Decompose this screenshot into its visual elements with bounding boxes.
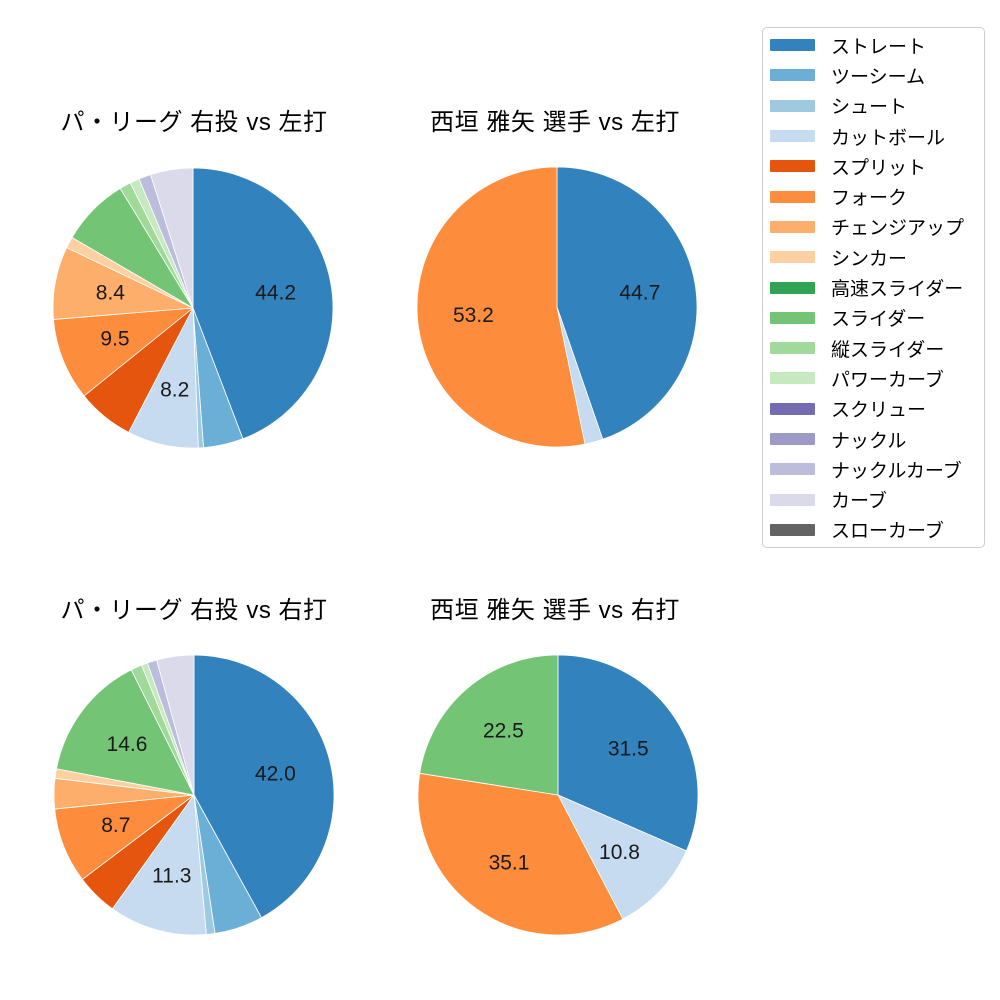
pie-slice-カーブ <box>156 654 195 796</box>
legend-swatch <box>770 160 815 173</box>
legend-row: カーブ <box>770 484 984 514</box>
chart-title-pa-league-vs-left: パ・リーグ 右投 vs 左打 <box>60 109 328 136</box>
legend-row: スローカーブ <box>770 515 984 545</box>
legend-item-label: ナックル <box>831 430 907 452</box>
legend-item-label: フォーク <box>831 188 908 210</box>
legend-row: ツーシーム <box>770 60 984 90</box>
pie-pct-label: 31.5 <box>608 737 649 760</box>
legend-swatch <box>770 39 815 52</box>
legend-item-label: ストレート <box>831 36 927 58</box>
pie-slice-スライダー <box>419 654 559 796</box>
legend-row: スクリュー <box>770 394 984 424</box>
pie-pct-label: 8.7 <box>101 814 130 837</box>
pie-chart-nishigaki-vs-right: 31.5 10.8 35.1 22.5 <box>417 654 699 936</box>
chart-title-nishigaki-vs-right: 西垣 雅矢 選手 vs 右打 <box>430 597 680 624</box>
legend-item-label: チェンジアップ <box>831 218 965 240</box>
pie-slice-ストレート <box>557 654 699 852</box>
legend: ストレートツーシームシュートカットボール スプリットフォークチェンジアップ シンカー… <box>762 27 985 548</box>
pie-slice-スライダー <box>56 669 195 796</box>
legend-swatch <box>770 402 815 415</box>
legend-swatch <box>770 311 815 324</box>
pie-pct-label: 14.6 <box>107 733 148 756</box>
pie-pct-label: 22.5 <box>483 720 524 743</box>
legend-row: ナックル <box>770 424 984 454</box>
legend-row: 縦スライダー <box>770 333 984 363</box>
chart-title-pa-league-vs-right: パ・リーグ 右投 vs 右打 <box>60 597 328 624</box>
pie-pct-label: 9.5 <box>100 328 129 351</box>
legend-item-label: スローカーブ <box>831 521 944 543</box>
legend-item-label: カーブ <box>831 491 887 513</box>
legend-item-label: ツーシーム <box>831 66 926 88</box>
pie-slice-カットボール <box>557 794 687 920</box>
legend-item-label: スクリュー <box>831 400 927 422</box>
pie-chart-nishigaki-vs-left: 44.7 53.2 <box>416 166 698 448</box>
pie-pct-label: 8.4 <box>96 281 126 304</box>
legend-swatch <box>770 433 815 445</box>
legend-item-label: シンカー <box>831 248 908 270</box>
pie-chart-pa-league-vs-left: 44.2 8.2 9.5 8.4 <box>52 167 334 449</box>
pie-pct-label: 11.3 <box>152 865 191 888</box>
pie-slice-フォーク <box>417 772 624 936</box>
pie-pct-label: 35.1 <box>489 852 530 875</box>
legend-swatch <box>770 190 815 203</box>
legend-swatch <box>770 130 815 143</box>
legend-swatch <box>770 342 815 355</box>
pie-pct-label: 8.2 <box>160 378 189 401</box>
legend-row: シュート <box>770 91 984 121</box>
pie-pct-label: 42.0 <box>255 763 296 786</box>
legend-item-label: ナックルカーブ <box>831 460 962 482</box>
legend-item-label: 縦スライダー <box>831 339 945 361</box>
legend-swatch <box>770 463 815 476</box>
legend-swatch <box>770 69 815 82</box>
legend-row: パワーカーブ <box>770 363 984 393</box>
legend-item-label: スプリット <box>831 157 927 179</box>
legend-row: チェンジアップ <box>770 212 984 242</box>
legend-swatch <box>770 372 815 385</box>
legend-swatch <box>770 220 815 233</box>
legend-item-label: 高速スライダー <box>831 279 964 301</box>
legend-item-label: スライダー <box>831 309 926 331</box>
legend-row: ナックルカーブ <box>770 454 984 484</box>
legend-swatch <box>770 493 815 506</box>
legend-swatch <box>770 523 815 536</box>
legend-swatch <box>770 281 815 294</box>
legend-item-label: パワーカーブ <box>831 369 944 391</box>
legend-row: スライダー <box>770 303 984 333</box>
legend-swatch <box>770 251 815 264</box>
legend-row: カットボール <box>770 121 984 151</box>
legend-row: スプリット <box>770 151 984 181</box>
legend-row: 高速スライダー <box>770 272 984 302</box>
legend-item-label: シュート <box>831 97 908 119</box>
pie-chart-pa-league-vs-right: 42.0 11.3 8.7 14.6 <box>53 654 335 936</box>
pie-pct-label: 10.8 <box>599 841 640 864</box>
pie-pct-label: 53.2 <box>453 304 494 327</box>
pie-slice-フォーク <box>53 307 194 397</box>
pie-slice-ストレート <box>556 166 698 440</box>
pie-pct-label: 44.7 <box>619 282 660 305</box>
pie-slice-カットボール <box>112 794 207 936</box>
legend-row: フォーク <box>770 181 984 211</box>
pie-slice-ストレート <box>193 654 335 919</box>
legend-item-label: カットボール <box>831 127 946 149</box>
chart-title-nishigaki-vs-left: 西垣 雅矢 選手 vs 左打 <box>430 109 680 136</box>
legend-row: ストレート <box>770 30 984 60</box>
pie-pct-label: 44.2 <box>255 281 296 304</box>
pie-slice-カーブ <box>150 167 194 309</box>
legend-swatch <box>770 99 815 112</box>
pie-slice-フォーク <box>416 166 586 448</box>
legend-row: シンカー <box>770 242 984 272</box>
pie-slice-ストレート <box>192 167 334 440</box>
